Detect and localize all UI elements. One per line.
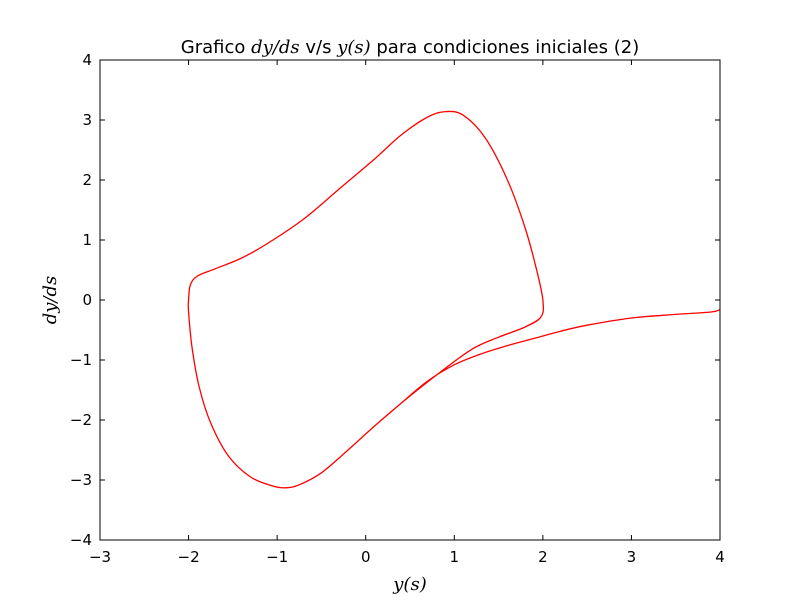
x-tick-label: −1 [266, 548, 288, 566]
y-tick-label: 2 [82, 171, 92, 189]
x-tick-label: −2 [178, 548, 200, 566]
y-tick-label: −4 [70, 531, 92, 549]
title-x-expr: y(s) [336, 37, 370, 58]
y-tick-label: −1 [70, 351, 92, 369]
y-axis-label: dy/ds [40, 276, 61, 325]
series-line [187, 110, 720, 489]
title-prefix: Grafico [181, 37, 251, 58]
x-tick-label: −3 [89, 548, 111, 566]
title-y-expr: dy/ds [251, 37, 300, 58]
y-tick-label: 4 [82, 51, 92, 69]
y-tick-label: 1 [82, 231, 92, 249]
x-tick-label: 0 [361, 548, 371, 566]
y-tick-label: −3 [70, 471, 92, 489]
x-tick-label: 3 [627, 548, 637, 566]
y-tick-label: 3 [82, 111, 92, 129]
x-tick-label: 2 [538, 548, 548, 566]
y-tick-label: −2 [70, 411, 92, 429]
x-axis-label: y(s) [392, 574, 426, 595]
plot-frame [99, 59, 721, 541]
chart-title: Grafico dy/ds v/s y(s) para condiciones … [181, 37, 639, 58]
series-layer [187, 110, 720, 489]
x-tick-label: 1 [450, 548, 460, 566]
x-tick-label: 4 [715, 548, 725, 566]
y-tick-label: 0 [82, 291, 92, 309]
title-suffix: para condiciones iniciales (2) [371, 37, 640, 58]
title-middle: v/s [300, 37, 338, 58]
